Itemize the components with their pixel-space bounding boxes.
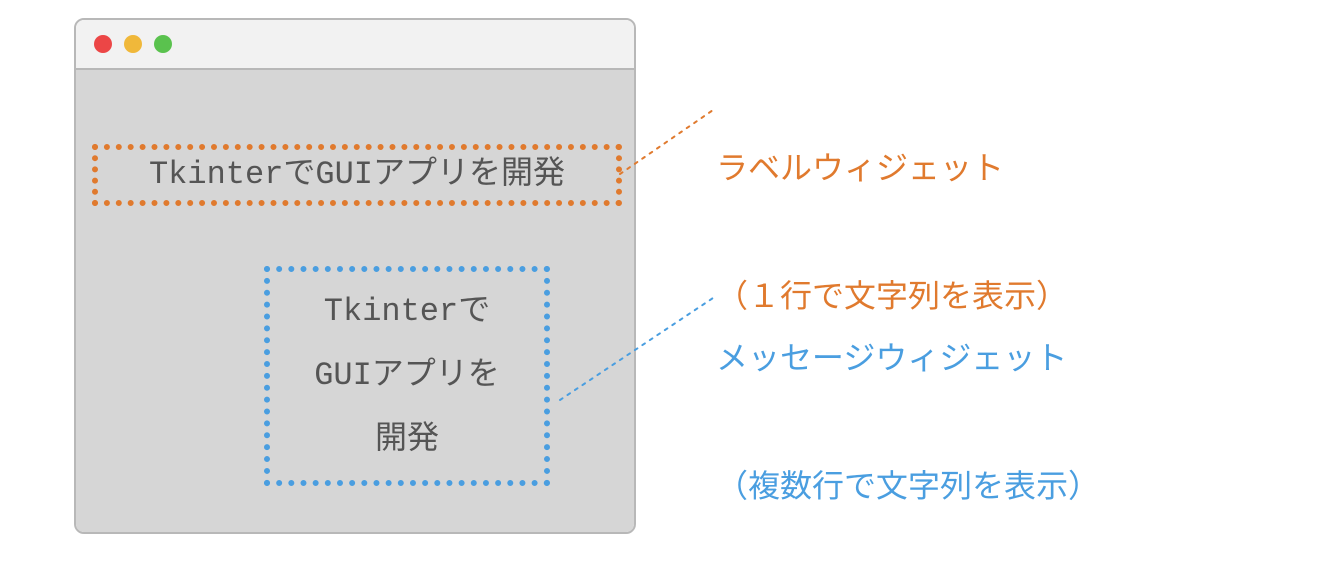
annotation-message-line2: （複数行で文字列を表示）: [716, 452, 1100, 516]
label-widget-text: TkinterでGUIアプリを開発: [149, 156, 565, 194]
window-content: TkinterでGUIアプリを開発 Tkinterで GUIアプリを 開発: [76, 70, 634, 534]
minimize-icon[interactable]: [124, 35, 142, 53]
label-widget: TkinterでGUIアプリを開発: [92, 144, 622, 206]
message-widget: Tkinterで GUIアプリを 開発: [264, 266, 550, 486]
annotation-message-line1: メッセージウィジェット: [716, 324, 1100, 388]
annotation-label-line1: ラベルウィジェット: [716, 134, 1068, 198]
window-titlebar: [76, 20, 634, 70]
annotation-message: メッセージウィジェット （複数行で文字列を表示）: [716, 260, 1100, 580]
close-icon[interactable]: [94, 35, 112, 53]
zoom-icon[interactable]: [154, 35, 172, 53]
app-window: TkinterでGUIアプリを開発 Tkinterで GUIアプリを 開発: [74, 18, 636, 534]
message-widget-text: Tkinterで GUIアプリを 開発: [314, 280, 500, 472]
